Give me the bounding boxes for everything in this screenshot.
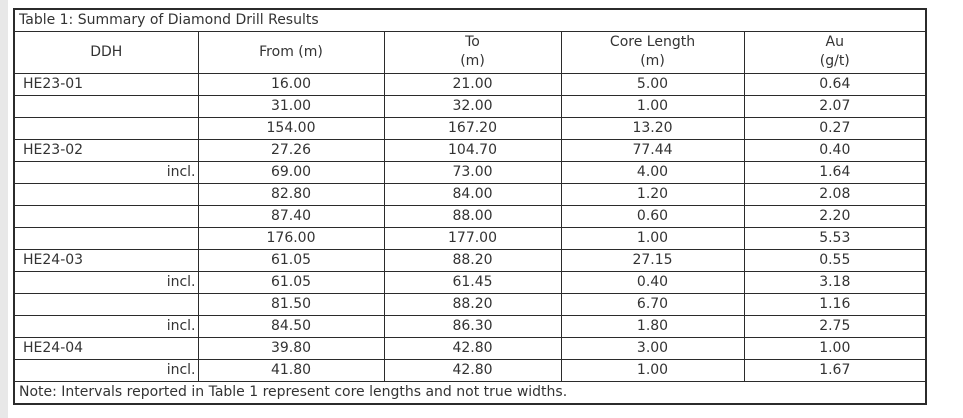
from-cell: 87.40 (197, 204, 385, 228)
table-row: 154.00 167.20 13.20 0.27 (13, 116, 927, 140)
to-cell: 86.30 (383, 314, 562, 338)
from-cell: 154.00 (197, 116, 385, 140)
note-row: Note: Intervals reported in Table 1 repr… (13, 380, 927, 405)
from-cell: 69.00 (197, 160, 385, 184)
to-cell: 42.80 (383, 358, 562, 382)
from-cell: 176.00 (197, 226, 385, 250)
ddh-cell: incl. (13, 314, 199, 338)
ddh-cell: incl. (13, 270, 199, 294)
au-cell: 1.00 (743, 336, 927, 360)
table-row: incl. 41.80 42.80 1.00 1.67 (13, 358, 927, 382)
core-length-cell: 4.00 (560, 160, 745, 184)
header-row: DDH From (m) To (m) Core Length (m) Au (g/t) (13, 30, 927, 74)
core-length-cell: 1.00 (560, 358, 745, 382)
au-cell: 2.07 (743, 94, 927, 118)
to-cell: 88.00 (383, 204, 562, 228)
to-cell: 104.70 (383, 138, 562, 162)
ddh-cell: incl. (13, 358, 199, 382)
table-row: 82.80 84.00 1.20 2.08 (13, 182, 927, 206)
core-length-cell: 1.00 (560, 226, 745, 250)
column-header-1: From (m) (197, 30, 385, 74)
ddh-cell: incl. (13, 160, 199, 184)
from-cell: 31.00 (197, 94, 385, 118)
core-length-cell: 3.00 (560, 336, 745, 360)
drill-results-table: Table 1: Summary of Diamond Drill Result… (13, 8, 928, 405)
ddh-cell (13, 116, 199, 140)
ddh-cell (13, 292, 199, 316)
to-cell: 84.00 (383, 182, 562, 206)
au-cell: 0.64 (743, 72, 927, 96)
from-cell: 81.50 (197, 292, 385, 316)
core-length-cell: 0.40 (560, 270, 745, 294)
table-row: incl. 69.00 73.00 4.00 1.64 (13, 160, 927, 184)
ddh-cell: HE24-04 (13, 336, 199, 360)
to-cell: 167.20 (383, 116, 562, 140)
to-cell: 73.00 (383, 160, 562, 184)
ddh-cell: HE23-01 (13, 72, 199, 96)
to-cell: 88.20 (383, 248, 562, 272)
from-cell: 84.50 (197, 314, 385, 338)
from-cell: 61.05 (197, 248, 385, 272)
from-cell: 61.05 (197, 270, 385, 294)
core-length-cell: 5.00 (560, 72, 745, 96)
table-row: 81.50 88.20 6.70 1.16 (13, 292, 927, 316)
core-length-cell: 13.20 (560, 116, 745, 140)
core-length-cell: 1.00 (560, 94, 745, 118)
from-cell: 16.00 (197, 72, 385, 96)
to-cell: 88.20 (383, 292, 562, 316)
ddh-cell (13, 182, 199, 206)
table-row: HE23-01 16.00 21.00 5.00 0.64 (13, 72, 927, 96)
au-cell: 3.18 (743, 270, 927, 294)
table-row: incl. 84.50 86.30 1.80 2.75 (13, 314, 927, 338)
au-cell: 0.40 (743, 138, 927, 162)
au-cell: 2.20 (743, 204, 927, 228)
column-header-3: Core Length (m) (560, 30, 745, 74)
to-cell: 61.45 (383, 270, 562, 294)
ddh-cell (13, 204, 199, 228)
from-cell: 41.80 (197, 358, 385, 382)
core-length-cell: 1.80 (560, 314, 745, 338)
au-cell: 0.27 (743, 116, 927, 140)
ddh-cell: HE23-02 (13, 138, 199, 162)
table-row: 87.40 88.00 0.60 2.20 (13, 204, 927, 228)
to-cell: 32.00 (383, 94, 562, 118)
ddh-cell (13, 226, 199, 250)
table-row: HE24-04 39.80 42.80 3.00 1.00 (13, 336, 927, 360)
table-row: 176.00 177.00 1.00 5.53 (13, 226, 927, 250)
core-length-cell: 27.15 (560, 248, 745, 272)
table-body: HE23-01 16.00 21.00 5.00 0.64 31.00 32.00 1.00 2… (13, 72, 927, 382)
core-length-cell: 1.20 (560, 182, 745, 206)
ddh-cell (13, 94, 199, 118)
core-length-cell: 6.70 (560, 292, 745, 316)
table-row: incl. 61.05 61.45 0.40 3.18 (13, 270, 927, 294)
table-note: Note: Intervals reported in Table 1 repr… (13, 380, 927, 405)
core-length-cell: 0.60 (560, 204, 745, 228)
column-header-4: Au (g/t) (743, 30, 927, 74)
to-cell: 42.80 (383, 336, 562, 360)
au-cell: 2.75 (743, 314, 927, 338)
from-cell: 82.80 (197, 182, 385, 206)
table-row: HE24-03 61.05 88.20 27.15 0.55 (13, 248, 927, 272)
to-cell: 21.00 (383, 72, 562, 96)
page-edge-strip (0, 0, 8, 418)
column-header-0: DDH (13, 30, 199, 74)
au-cell: 1.16 (743, 292, 927, 316)
to-cell: 177.00 (383, 226, 562, 250)
au-cell: 1.67 (743, 358, 927, 382)
au-cell: 2.08 (743, 182, 927, 206)
column-header-2: To (m) (383, 30, 562, 74)
au-cell: 5.53 (743, 226, 927, 250)
ddh-cell: HE24-03 (13, 248, 199, 272)
table-row: 31.00 32.00 1.00 2.07 (13, 94, 927, 118)
table-title: Table 1: Summary of Diamond Drill Result… (13, 8, 927, 32)
au-cell: 1.64 (743, 160, 927, 184)
from-cell: 39.80 (197, 336, 385, 360)
table-row: HE23-02 27.26 104.70 77.44 0.40 (13, 138, 927, 162)
core-length-cell: 77.44 (560, 138, 745, 162)
title-row: Table 1: Summary of Diamond Drill Result… (13, 8, 927, 32)
from-cell: 27.26 (197, 138, 385, 162)
au-cell: 0.55 (743, 248, 927, 272)
